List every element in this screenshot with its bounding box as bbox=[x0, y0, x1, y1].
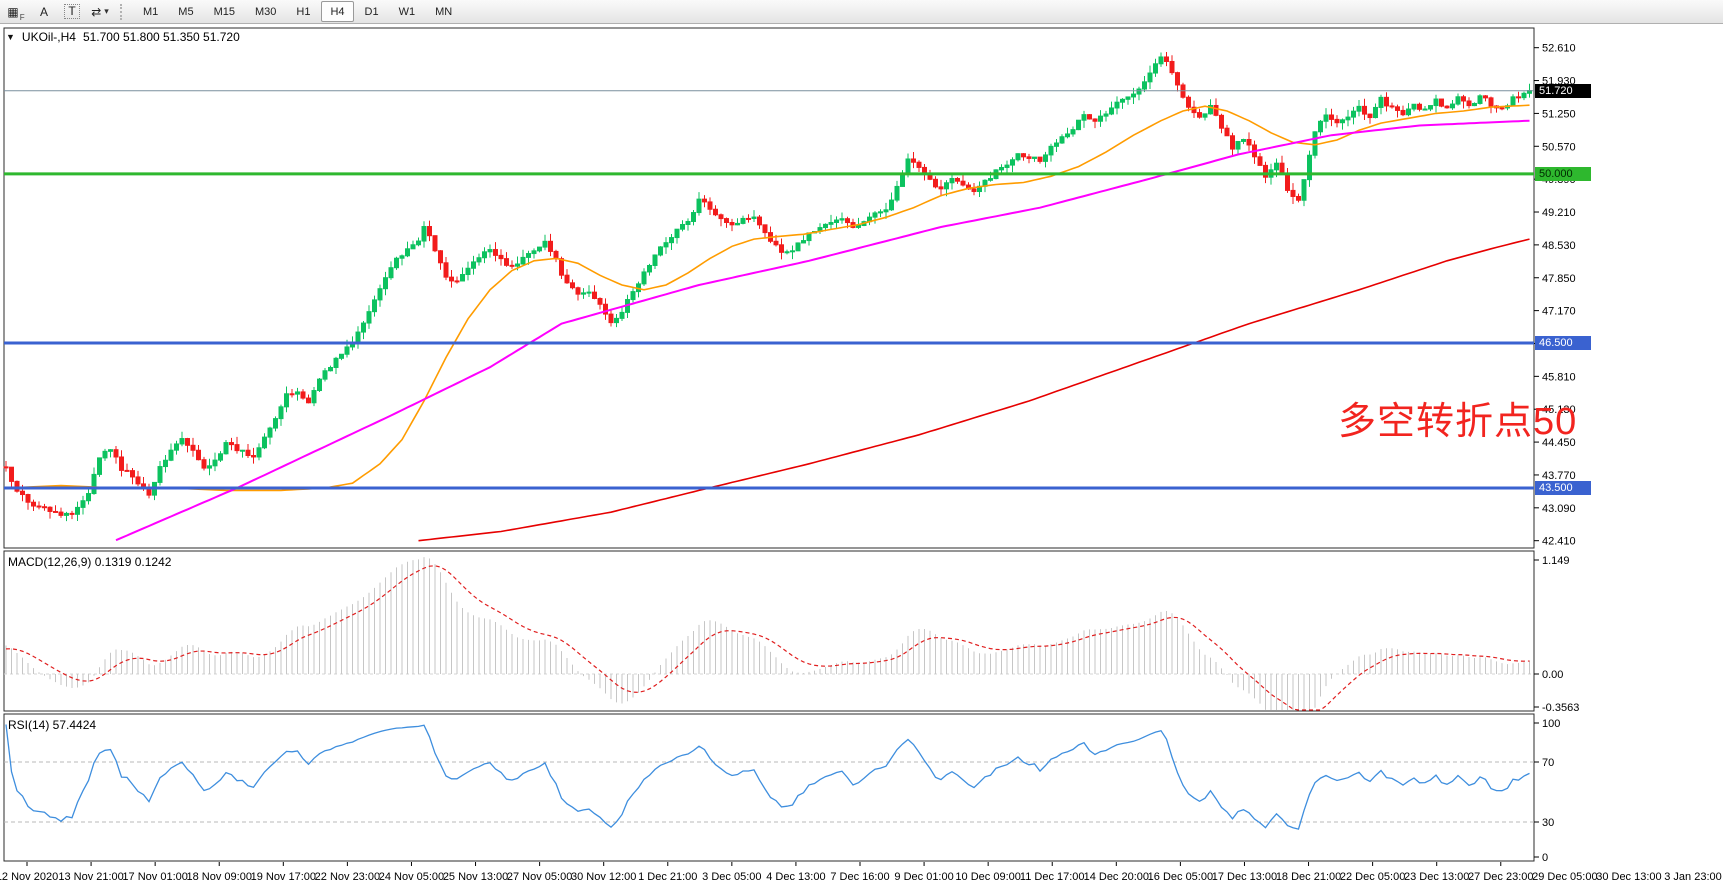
macd-axis-labels: 1.149 0.00 -0.3563 bbox=[1534, 555, 1579, 714]
svg-text:30 Dec 13:00: 30 Dec 13:00 bbox=[1596, 871, 1661, 883]
svg-text:13 Nov 21:00: 13 Nov 21:00 bbox=[58, 871, 123, 883]
timeframe-button-m1[interactable]: M1 bbox=[143, 5, 159, 18]
svg-text:1.149: 1.149 bbox=[1542, 555, 1570, 567]
svg-text:43.090: 43.090 bbox=[1542, 503, 1576, 515]
toolbar: ▦ F A T ⇄ ▾ M1 M5 M15 M30 H1 H4 D1 W1 MN bbox=[0, 0, 1723, 24]
chart-title: ▼ UKOil-,H4 51.700 51.800 51.350 51.720 bbox=[6, 30, 240, 44]
svg-text:11 Dec 17:00: 11 Dec 17:00 bbox=[1020, 871, 1085, 883]
svg-text:27 Dec 23:00: 27 Dec 23:00 bbox=[1468, 871, 1533, 883]
panel-borders bbox=[3, 27, 1535, 862]
svg-text:3 Jan 23:00: 3 Jan 23:00 bbox=[1664, 871, 1722, 883]
rsi-axis-labels: 100 70 30 0 bbox=[1534, 718, 1560, 864]
svg-text:16 Dec 05:00: 16 Dec 05:00 bbox=[1148, 871, 1213, 883]
arrow-objects-icon[interactable]: ⇄ ▾ bbox=[91, 4, 109, 19]
timeframe-button-m15[interactable]: M15 bbox=[213, 5, 235, 18]
svg-text:47.850: 47.850 bbox=[1542, 273, 1576, 285]
svg-text:18 Nov 09:00: 18 Nov 09:00 bbox=[187, 871, 252, 883]
timeframe-button-d1[interactable]: D1 bbox=[364, 5, 379, 18]
svg-text:1 Dec 21:00: 1 Dec 21:00 bbox=[638, 871, 697, 883]
timeframe-button-h1[interactable]: H1 bbox=[296, 5, 311, 18]
ma-slow-line bbox=[418, 238, 1530, 542]
ma-medium-line bbox=[115, 119, 1530, 542]
drawing-tools-group: ▦ F A T ⇄ ▾ bbox=[2, 1, 114, 23]
svg-text:42.410: 42.410 bbox=[1542, 536, 1576, 548]
timeframe-button-h4[interactable]: H4 bbox=[321, 1, 354, 22]
svg-text:29 Dec 05:00: 29 Dec 05:00 bbox=[1532, 871, 1597, 883]
text-label-icon[interactable]: T bbox=[59, 1, 85, 23]
svg-text:-0.3563: -0.3563 bbox=[1542, 702, 1579, 714]
svg-text:7 Dec 16:00: 7 Dec 16:00 bbox=[830, 871, 889, 883]
svg-text:23 Dec 13:00: 23 Dec 13:00 bbox=[1404, 871, 1469, 883]
timeframe-button-mn[interactable]: MN bbox=[435, 5, 453, 18]
svg-text:45.810: 45.810 bbox=[1542, 371, 1576, 383]
svg-text:47.170: 47.170 bbox=[1542, 306, 1576, 318]
text-icon[interactable]: A bbox=[39, 4, 48, 19]
chart-annotation-text: 多空转折点50 bbox=[1338, 401, 1578, 443]
chart-canvas[interactable]: 52.61051.93051.25050.57049.89049.21048.5… bbox=[0, 24, 1723, 890]
grid-pattern-icon[interactable]: ▦ F bbox=[7, 4, 25, 22]
ma-fast-line bbox=[5, 104, 1530, 492]
svg-text:22 Dec 05:00: 22 Dec 05:00 bbox=[1340, 871, 1405, 883]
level-price-box-46-5: 46.500 bbox=[1535, 336, 1591, 350]
last-price-box: 51.720 bbox=[1535, 83, 1591, 98]
toolbar-grip bbox=[120, 3, 126, 20]
svg-text:19 Nov 17:00: 19 Nov 17:00 bbox=[251, 871, 316, 883]
timeframe-group: M1 M5 M15 M30 H1 H4 D1 W1 MN bbox=[133, 1, 462, 22]
svg-text:30 Nov 12:00: 30 Nov 12:00 bbox=[571, 871, 636, 883]
timeframe-button-m30[interactable]: M30 bbox=[254, 5, 277, 18]
svg-text:22 Nov 23:00: 22 Nov 23:00 bbox=[315, 871, 380, 883]
timeframe-button-m5[interactable]: M5 bbox=[178, 5, 194, 18]
svg-text:24 Nov 05:00: 24 Nov 05:00 bbox=[379, 871, 444, 883]
svg-text:25 Nov 13:00: 25 Nov 13:00 bbox=[443, 871, 508, 883]
macd-indicator-label: MACD(12,26,9) 0.1319 0.1242 bbox=[8, 555, 172, 569]
svg-text:48.530: 48.530 bbox=[1542, 240, 1576, 252]
horizontal-level-lines bbox=[4, 90, 1534, 490]
svg-text:17 Dec 13:00: 17 Dec 13:00 bbox=[1212, 871, 1277, 883]
chart-area: 52.61051.93051.25050.57049.89049.21048.5… bbox=[0, 24, 1723, 890]
svg-text:51.250: 51.250 bbox=[1542, 108, 1576, 120]
svg-text:17 Nov 01:00: 17 Nov 01:00 bbox=[122, 871, 187, 883]
rsi-indicator-label: RSI(14) 57.4424 bbox=[8, 718, 97, 732]
svg-text:45.130: 45.130 bbox=[1542, 404, 1576, 416]
svg-text:0.00: 0.00 bbox=[1542, 669, 1563, 681]
svg-text:10 Dec 09:00: 10 Dec 09:00 bbox=[955, 871, 1020, 883]
svg-text:70: 70 bbox=[1542, 757, 1554, 769]
svg-text:100: 100 bbox=[1542, 718, 1560, 730]
level-price-box-50: 50.000 bbox=[1535, 166, 1591, 181]
svg-text:14 Dec 20:00: 14 Dec 20:00 bbox=[1084, 871, 1149, 883]
svg-text:0: 0 bbox=[1542, 852, 1548, 864]
timeframe-button-w1[interactable]: W1 bbox=[398, 5, 416, 18]
level-price-box-43-5: 43.500 bbox=[1535, 480, 1591, 495]
macd-signal-line bbox=[5, 565, 1530, 711]
candles-layer bbox=[3, 51, 1532, 522]
svg-text:49.210: 49.210 bbox=[1542, 207, 1576, 219]
rsi-line bbox=[5, 724, 1530, 830]
svg-text:4 Dec 13:00: 4 Dec 13:00 bbox=[766, 871, 825, 883]
svg-text:9 Dec 01:00: 9 Dec 01:00 bbox=[894, 871, 953, 883]
ohlc-values: 51.700 51.800 51.350 51.720 bbox=[82, 30, 240, 44]
svg-text:3 Dec 05:00: 3 Dec 05:00 bbox=[702, 871, 761, 883]
price-axis-labels: 52.61051.93051.25050.57049.89049.21048.5… bbox=[1534, 43, 1576, 548]
svg-text:43.770: 43.770 bbox=[1542, 470, 1576, 482]
dropdown-caret-icon[interactable]: ▾ bbox=[104, 6, 109, 16]
svg-text:50.570: 50.570 bbox=[1542, 141, 1576, 153]
macd-histogram bbox=[5, 557, 1530, 710]
svg-text:52.610: 52.610 bbox=[1542, 43, 1576, 55]
svg-text:18 Dec 21:00: 18 Dec 21:00 bbox=[1276, 871, 1341, 883]
svg-text:30: 30 bbox=[1542, 817, 1554, 829]
svg-text:12 Nov 2020: 12 Nov 2020 bbox=[0, 871, 58, 883]
svg-text:44.450: 44.450 bbox=[1542, 437, 1576, 449]
chart-dropdown-icon[interactable]: ▼ bbox=[6, 32, 15, 42]
svg-text:27 Nov 05:00: 27 Nov 05:00 bbox=[507, 871, 572, 883]
symbol-label: UKOil-,H4 bbox=[21, 30, 76, 44]
